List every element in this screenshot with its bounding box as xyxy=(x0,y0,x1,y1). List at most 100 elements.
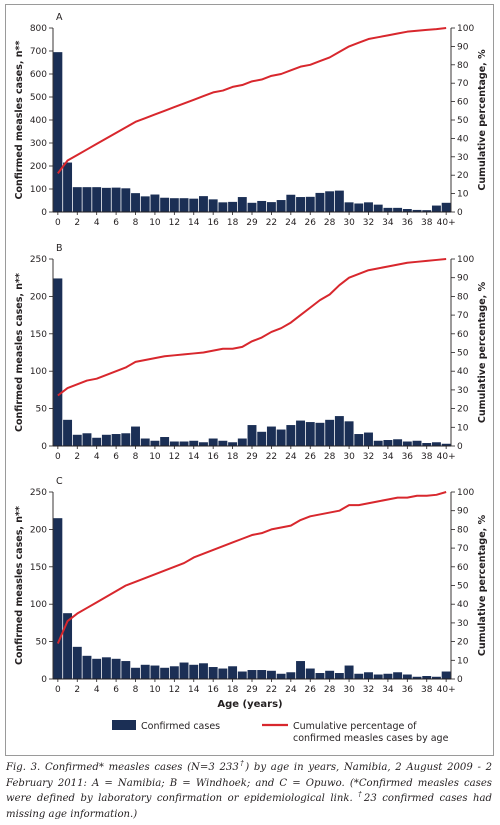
bar-7 xyxy=(121,188,131,212)
bar-7 xyxy=(121,433,131,446)
x-tick-label: 10 xyxy=(149,685,161,695)
right-tick-label: 20 xyxy=(457,171,469,181)
x-tick-label: 24 xyxy=(285,685,297,695)
bar-35 xyxy=(393,672,403,679)
x-tick-label: 8 xyxy=(133,452,139,462)
bar-3 xyxy=(82,187,92,212)
x-tick-label: 22 xyxy=(266,218,277,228)
panel-label: B xyxy=(56,243,63,254)
bar-2 xyxy=(72,646,82,679)
bar-25 xyxy=(296,197,305,212)
bar-22 xyxy=(266,670,276,679)
right-tick-label: 20 xyxy=(457,638,469,648)
bar-30 xyxy=(344,202,354,212)
x-tick-label: 28 xyxy=(324,218,336,228)
x-tick-label: 28 xyxy=(324,685,336,695)
right-tick-label: 10 xyxy=(457,656,469,666)
x-tick-label: 14 xyxy=(188,452,200,462)
x-tick-label: 32 xyxy=(363,218,374,228)
caption-body: ) by age in years, Namibia, 2 August 200… xyxy=(6,762,493,804)
x-tick-label: 6 xyxy=(113,218,119,228)
x-tick-label: 0 xyxy=(55,452,61,462)
bar-4 xyxy=(92,187,102,212)
bar-6 xyxy=(111,187,121,212)
bar-26 xyxy=(305,668,315,679)
bar-3 xyxy=(82,433,92,446)
caption-lead: Confirmed* measles cases (N=3 233 xyxy=(44,762,239,773)
x-tick-label: 32 xyxy=(363,452,374,462)
bar-21 xyxy=(257,200,267,212)
x-tick-label: 6 xyxy=(113,685,119,695)
right-tick-label: 0 xyxy=(457,208,463,218)
x-tick-label: 34 xyxy=(382,685,394,695)
bar-2 xyxy=(72,434,82,446)
x-tick-label: 2 xyxy=(74,685,80,695)
left-tick-label: 800 xyxy=(30,24,47,34)
bar-4 xyxy=(92,658,102,679)
bar-23 xyxy=(276,429,286,446)
bar-35 xyxy=(393,439,403,446)
x-tick-label: 22 xyxy=(266,685,277,695)
x-tick-label: 16 xyxy=(207,685,219,695)
x-tick-label: 18 xyxy=(227,685,239,695)
bar-27 xyxy=(315,673,325,679)
x-tick-label: 12 xyxy=(169,452,180,462)
x-tick-label: 36 xyxy=(402,452,414,462)
x-tick-label: 14 xyxy=(188,218,200,228)
right-tick-label: 60 xyxy=(457,330,469,340)
x-tick-label: 22 xyxy=(266,452,277,462)
bar-15 xyxy=(199,442,208,446)
bar-27 xyxy=(315,192,325,212)
x-tick-label: 12 xyxy=(169,218,180,228)
right-tick-label: 80 xyxy=(457,525,469,535)
bar-9 xyxy=(140,196,150,212)
caption-note: 23 confirmed cases had missing age infor… xyxy=(6,793,492,820)
bar-18 xyxy=(228,442,238,446)
right-tick-label: 100 xyxy=(457,255,474,265)
left-tick-label: 200 xyxy=(30,525,47,535)
bar-2 xyxy=(72,187,82,212)
x-tick-label: 30 xyxy=(343,218,355,228)
x-tick-label: 40+ xyxy=(437,685,456,695)
x-tick-label: 26 xyxy=(305,218,317,228)
chart-panel-a: 0100200300400500600700800010203040506070… xyxy=(14,12,488,228)
x-tick-label: 4 xyxy=(94,685,100,695)
left-tick-label: 0 xyxy=(41,442,47,452)
figure-frame xyxy=(5,4,494,756)
bar-6 xyxy=(111,658,121,679)
right-axis-title: Cumulative percentage, % xyxy=(477,514,488,656)
x-tick-label: 29 xyxy=(246,218,258,228)
right-tick-label: 80 xyxy=(457,292,469,302)
bar-31 xyxy=(354,673,364,679)
bar-18 xyxy=(228,201,238,212)
caption-note-sup: † xyxy=(358,790,364,799)
bar-26 xyxy=(305,422,315,446)
legend-bar-swatch xyxy=(112,720,136,730)
x-tick-label: 34 xyxy=(382,218,394,228)
bar-40+ xyxy=(441,202,451,212)
bar-12 xyxy=(169,666,179,679)
x-tick-label: 26 xyxy=(305,685,317,695)
bar-34 xyxy=(383,673,393,679)
right-axis-title: Cumulative percentage, % xyxy=(477,49,488,191)
x-tick-label: 4 xyxy=(94,218,100,228)
x-tick-label: 2 xyxy=(74,218,80,228)
right-tick-label: 90 xyxy=(457,507,469,517)
legend: Confirmed cases Cumulative percentage of… xyxy=(112,720,449,744)
x-tick-label: 30 xyxy=(343,685,355,695)
bar-11 xyxy=(160,197,170,212)
caption-fig-number: Fig. 3. xyxy=(6,762,45,773)
bar-29 xyxy=(334,190,344,212)
panel-label: A xyxy=(56,12,63,23)
left-tick-label: 100 xyxy=(30,185,47,195)
shared-x-axis-label: Age (years) xyxy=(217,699,282,710)
bar-1 xyxy=(63,419,73,446)
left-tick-label: 100 xyxy=(30,600,47,610)
bar-16 xyxy=(208,667,218,679)
left-tick-label: 0 xyxy=(41,208,47,218)
bar-27 xyxy=(315,422,325,446)
right-tick-label: 50 xyxy=(457,116,469,126)
x-tick-label: 28 xyxy=(324,452,336,462)
bar-40+ xyxy=(441,443,451,446)
